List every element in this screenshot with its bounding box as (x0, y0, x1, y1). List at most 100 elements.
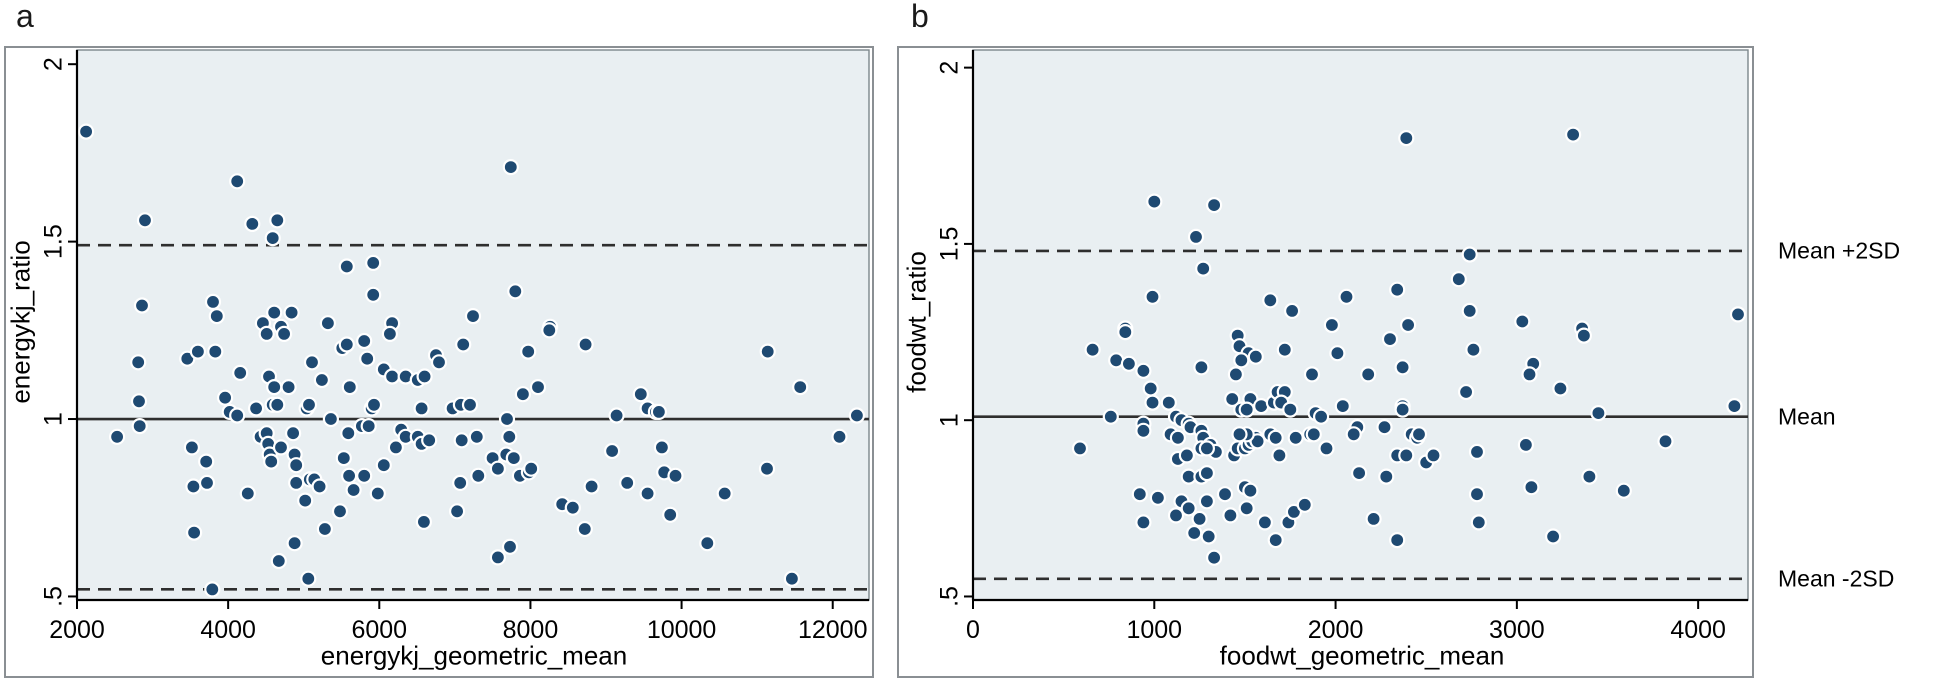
data-point (360, 418, 377, 435)
data-point (1564, 126, 1582, 143)
data-point (1523, 479, 1540, 496)
data-point (1517, 436, 1535, 453)
data-point (288, 474, 305, 491)
data-point (1193, 359, 1210, 376)
data-point (1169, 429, 1187, 446)
data-point (131, 418, 148, 435)
data-point (501, 428, 518, 445)
data-point (186, 524, 203, 541)
data-point (1146, 193, 1163, 210)
mean-plus-2sd-label: Mean +2SD (1778, 237, 1901, 264)
data-point (1329, 345, 1346, 362)
x-tick-label: 10000 (647, 616, 717, 644)
x-tick-label: 6000 (351, 616, 407, 644)
data-point (1247, 348, 1264, 365)
data-point (1167, 507, 1185, 524)
data-point (359, 350, 376, 367)
data-point (1365, 510, 1382, 528)
data-point (468, 428, 485, 445)
data-point (1350, 465, 1368, 482)
panel-border (897, 46, 1754, 678)
data-point (1514, 313, 1531, 330)
data-point (1131, 486, 1148, 503)
data-point (413, 400, 430, 417)
data-point (280, 379, 297, 396)
data-point (1312, 408, 1330, 425)
y-tick-label: 2 (40, 57, 68, 71)
data-point (341, 379, 358, 396)
data-point (1135, 514, 1152, 531)
x-tick-label: 4000 (1670, 616, 1726, 644)
data-point (1450, 271, 1467, 288)
plot-area (76, 49, 870, 601)
data-point (270, 552, 287, 570)
data-point (1233, 352, 1250, 369)
data-point (489, 460, 506, 477)
data-point (1283, 302, 1301, 319)
data-point (831, 428, 848, 445)
data-point (416, 368, 433, 385)
data-point (1224, 390, 1241, 408)
data-point (1575, 327, 1593, 344)
data-point (1399, 316, 1417, 334)
data-point (1242, 482, 1259, 499)
data-point (1389, 281, 1406, 298)
data-point (523, 460, 540, 477)
data-point (577, 336, 594, 353)
data-point (1198, 465, 1216, 482)
data-point (1461, 302, 1478, 319)
plot-area (972, 49, 1749, 601)
data-point (1389, 531, 1406, 549)
data-point (699, 535, 716, 552)
data-point (1318, 440, 1335, 457)
data-point (316, 520, 333, 538)
data-point (269, 396, 286, 413)
data-point (1615, 482, 1632, 499)
data-point (133, 297, 151, 314)
data-point (1334, 398, 1351, 415)
data-point (564, 499, 581, 516)
y-tick-label: 1 (936, 413, 964, 427)
data-point (365, 396, 383, 413)
data-point (1231, 426, 1248, 443)
data-point (381, 325, 398, 342)
data-point (1470, 514, 1487, 531)
data-point (505, 450, 522, 467)
data-point (1222, 507, 1239, 524)
data-point (272, 439, 290, 456)
data-point (266, 379, 283, 396)
data-point (1180, 500, 1197, 517)
data-point (229, 173, 246, 190)
data-point (319, 315, 336, 332)
data-point (217, 389, 234, 406)
data-point (1360, 366, 1377, 383)
data-point (619, 474, 636, 491)
data-point (1262, 292, 1279, 309)
data-point (276, 325, 293, 342)
data-point (1216, 486, 1234, 503)
data-point (1084, 341, 1101, 358)
data-point (1468, 443, 1486, 460)
data-point (1267, 429, 1284, 446)
data-point (300, 396, 318, 413)
data-point (1425, 447, 1442, 464)
data-point (1282, 401, 1299, 418)
data-point (365, 254, 382, 271)
x-tick-label: 2000 (1308, 616, 1364, 644)
data-point (130, 354, 147, 371)
data-point (1729, 306, 1747, 323)
data-point (848, 407, 866, 424)
data-point (1345, 426, 1362, 443)
data-point (303, 354, 321, 371)
data-point (204, 581, 221, 598)
data-point (369, 485, 386, 502)
panel-b-y-axis-title: foodwt_ratio (901, 251, 932, 393)
data-point (258, 325, 275, 342)
data-point (1160, 394, 1177, 411)
data-point (1581, 468, 1598, 485)
data-point (1378, 468, 1395, 485)
data-point (208, 308, 225, 325)
data-point (311, 478, 328, 495)
data-point (464, 308, 482, 325)
data-point (189, 343, 206, 360)
